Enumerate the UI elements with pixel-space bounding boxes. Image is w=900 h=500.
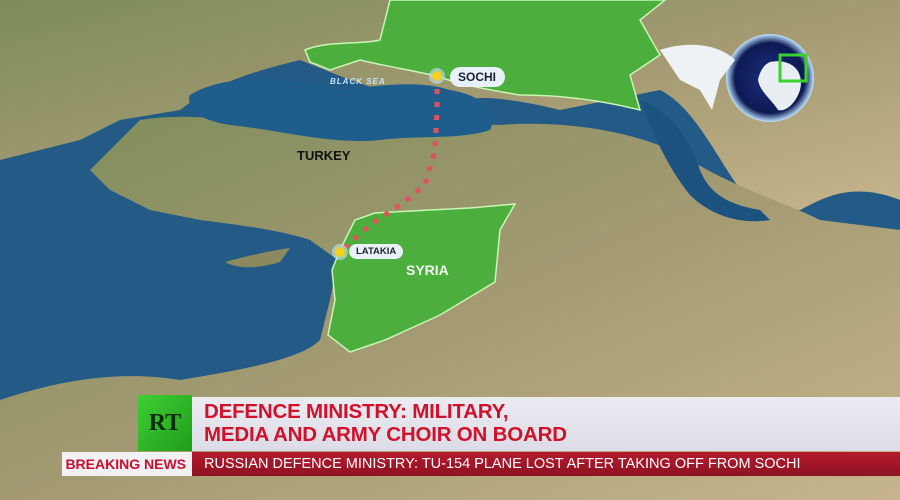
black-sea-label: BLACK SEA	[330, 77, 386, 86]
russia-highlight	[304, 0, 667, 112]
headline-line-1: DEFENCE MINISTRY: MILITARY,	[204, 400, 509, 423]
headline-banner: DEFENCE MINISTRY: MILITARY, MEDIA AND AR…	[192, 397, 900, 451]
syria-highlight	[327, 203, 517, 353]
sochi-label: SOCHI	[450, 67, 506, 87]
cyprus	[225, 248, 290, 268]
caspian-sea	[640, 100, 770, 222]
rt-logo-text: RT	[148, 409, 182, 436]
turkey-label: TURKEY	[297, 148, 351, 163]
headline-line-2: MEDIA AND ARMY CHOIR ON BOARD	[204, 423, 567, 446]
black-sea	[189, 79, 493, 142]
sochi-marker	[429, 68, 445, 84]
rt-logo: RT	[138, 395, 192, 451]
news-ticker: RUSSIAN DEFENCE MINISTRY: TU-154 PLANE L…	[192, 452, 900, 476]
locator-globe-icon	[660, 34, 814, 122]
syria-label: SYRIA	[406, 262, 449, 278]
breaking-news-tag: BREAKING NEWS	[62, 452, 192, 476]
latakia-label: LATAKIA	[349, 244, 404, 259]
latakia-marker	[332, 244, 348, 260]
